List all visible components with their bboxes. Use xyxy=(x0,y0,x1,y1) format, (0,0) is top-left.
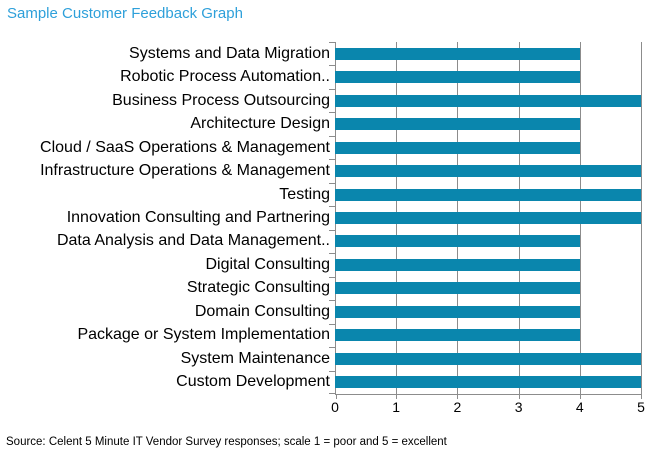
y-axis-tick xyxy=(329,253,335,254)
category-label: Domain Consulting xyxy=(194,302,330,320)
y-axis-tick xyxy=(329,136,335,137)
y-axis-tick xyxy=(329,206,335,207)
bar xyxy=(335,282,580,295)
chart-row: Testing xyxy=(0,183,641,206)
y-axis-tick xyxy=(329,347,335,348)
x-axis-tick xyxy=(457,395,459,399)
category-label: Innovation Consulting and Partnering xyxy=(66,209,330,227)
chart-row: Package or System Implementation xyxy=(0,324,641,347)
bar-track xyxy=(335,235,641,248)
chart-row: Systems and Data Migration xyxy=(0,42,641,65)
chart-row: Domain Consulting xyxy=(0,300,641,323)
chart-row: Infrastructure Operations & Management xyxy=(0,159,641,182)
x-axis-label: 3 xyxy=(514,399,523,415)
bar xyxy=(335,165,641,178)
bar xyxy=(335,212,641,225)
bar xyxy=(335,305,580,318)
bar-track xyxy=(335,305,641,318)
bar-chart: Systems and Data Migration Robotic Proces… xyxy=(0,42,641,394)
bar xyxy=(335,188,641,201)
chart-row: Innovation Consulting and Partnering xyxy=(0,206,641,229)
chart-row: Custom Development xyxy=(0,371,641,394)
y-axis-tick xyxy=(329,277,335,278)
category-label: Data Analysis and Data Management.. xyxy=(56,232,330,250)
bar-track xyxy=(335,94,641,107)
bar-track xyxy=(335,376,641,389)
gridline xyxy=(641,42,642,394)
bar-track xyxy=(335,212,641,225)
bar-track xyxy=(335,141,641,154)
category-label: Infrastructure Operations & Management xyxy=(40,162,330,180)
y-axis-tick xyxy=(329,183,335,184)
x-axis-label: 1 xyxy=(392,399,401,415)
chart-row: Business Process Outsourcing xyxy=(0,89,641,112)
bar xyxy=(335,47,580,60)
chart-title: Sample Customer Feedback Graph xyxy=(7,5,243,22)
chart-row: Data Analysis and Data Management.. xyxy=(0,230,641,253)
bar-track xyxy=(335,165,641,178)
category-label: Package or System Implementation xyxy=(77,326,330,344)
bar-track xyxy=(335,258,641,271)
y-axis-tick xyxy=(329,159,335,160)
y-axis-tick xyxy=(329,371,335,372)
bar xyxy=(335,376,641,389)
category-label: Strategic Consulting xyxy=(186,279,330,297)
y-axis-tick xyxy=(329,300,335,301)
category-label: Digital Consulting xyxy=(205,255,330,273)
bar-track xyxy=(335,282,641,295)
chart-row: Cloud / SaaS Operations & Management xyxy=(0,136,641,159)
x-axis-tick xyxy=(641,395,642,399)
y-axis-tick xyxy=(329,65,335,66)
chart-row: Strategic Consulting xyxy=(0,277,641,300)
x-axis-tick xyxy=(336,395,337,399)
x-axis-label: 2 xyxy=(453,399,462,415)
category-label: Business Process Outsourcing xyxy=(112,91,330,109)
bar-track xyxy=(335,329,641,342)
category-label: Testing xyxy=(279,185,330,203)
bar xyxy=(335,71,580,84)
bar xyxy=(335,141,580,154)
bar xyxy=(335,352,641,365)
bar xyxy=(335,118,580,131)
chart-row: Digital Consulting xyxy=(0,253,641,276)
bar xyxy=(335,235,580,248)
x-axis-tick xyxy=(579,395,581,399)
x-axis-tick xyxy=(396,395,398,399)
x-axis: 0 1 2 3 4 5 xyxy=(331,399,645,415)
bar-track xyxy=(335,47,641,60)
chart-row: System Maintenance xyxy=(0,347,641,370)
bar-track xyxy=(335,118,641,131)
bar-track xyxy=(335,71,641,84)
y-axis-tick xyxy=(329,112,335,113)
bar-track xyxy=(335,188,641,201)
bar xyxy=(335,94,641,107)
chart-row: Architecture Design xyxy=(0,112,641,135)
y-axis-tick xyxy=(329,324,335,325)
category-label: Robotic Process Automation.. xyxy=(120,68,330,86)
category-label: Custom Development xyxy=(176,373,330,391)
category-label: Systems and Data Migration xyxy=(129,44,330,62)
category-label: Cloud / SaaS Operations & Management xyxy=(40,138,330,156)
source-note: Source: Celent 5 Minute IT Vendor Survey… xyxy=(6,436,447,448)
x-axis-label: 0 xyxy=(331,399,339,415)
y-axis-tick xyxy=(329,393,335,394)
bar xyxy=(335,329,580,342)
y-axis-tick xyxy=(329,42,335,43)
chart-row: Robotic Process Automation.. xyxy=(0,65,641,88)
x-axis-label: 4 xyxy=(575,399,584,415)
bar-track xyxy=(335,352,641,365)
x-axis-label: 5 xyxy=(637,399,645,415)
category-label: System Maintenance xyxy=(180,349,330,367)
x-axis-tick xyxy=(518,395,520,399)
y-axis-tick xyxy=(329,89,335,90)
bar xyxy=(335,258,580,271)
y-axis-tick xyxy=(329,230,335,231)
category-label: Architecture Design xyxy=(190,115,330,133)
